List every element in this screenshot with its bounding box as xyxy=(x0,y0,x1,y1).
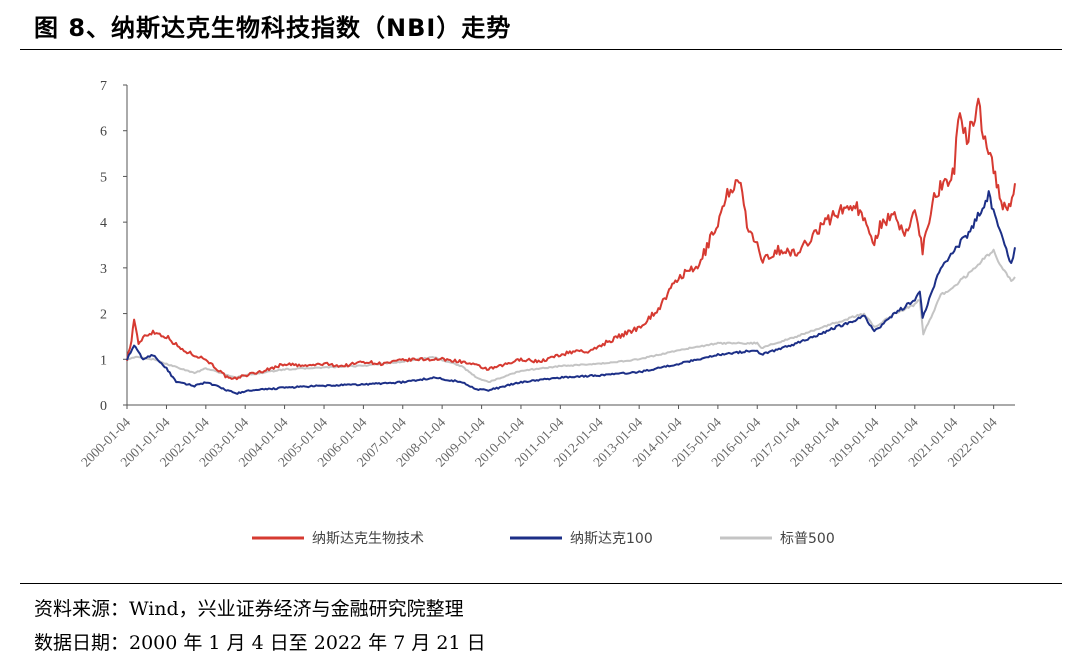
date-note: 数据日期：2000 年 1 月 4 日至 2022 年 7 月 21 日 xyxy=(34,632,486,654)
chart: 012345672000-01-042001-01-042002-01-0420… xyxy=(78,79,1016,547)
bottom-divider xyxy=(20,583,1062,584)
legend-label: 纳斯达克生物技术 xyxy=(312,531,424,547)
y-tick-label: 2 xyxy=(100,308,107,323)
chart-title: 图 8、纳斯达克生物科技指数（NBI）走势 xyxy=(34,14,512,42)
y-tick-label: 4 xyxy=(100,216,107,231)
top-divider xyxy=(20,49,1062,50)
y-tick-label: 5 xyxy=(100,170,107,185)
series-line-nasdaq100 xyxy=(126,190,1016,395)
series-line-nbi xyxy=(126,97,1016,381)
y-tick-label: 1 xyxy=(100,353,107,368)
series-line-sp500 xyxy=(126,248,1016,383)
legend-label: 标普500 xyxy=(780,531,835,547)
legend-label: 纳斯达克100 xyxy=(570,531,653,547)
y-tick-label: 0 xyxy=(100,399,107,414)
source-note: 资料来源：Wind，兴业证券经济与金融研究院整理 xyxy=(34,598,464,620)
y-tick-label: 3 xyxy=(100,262,107,277)
y-tick-label: 6 xyxy=(100,125,107,140)
y-tick-label: 7 xyxy=(100,79,107,94)
